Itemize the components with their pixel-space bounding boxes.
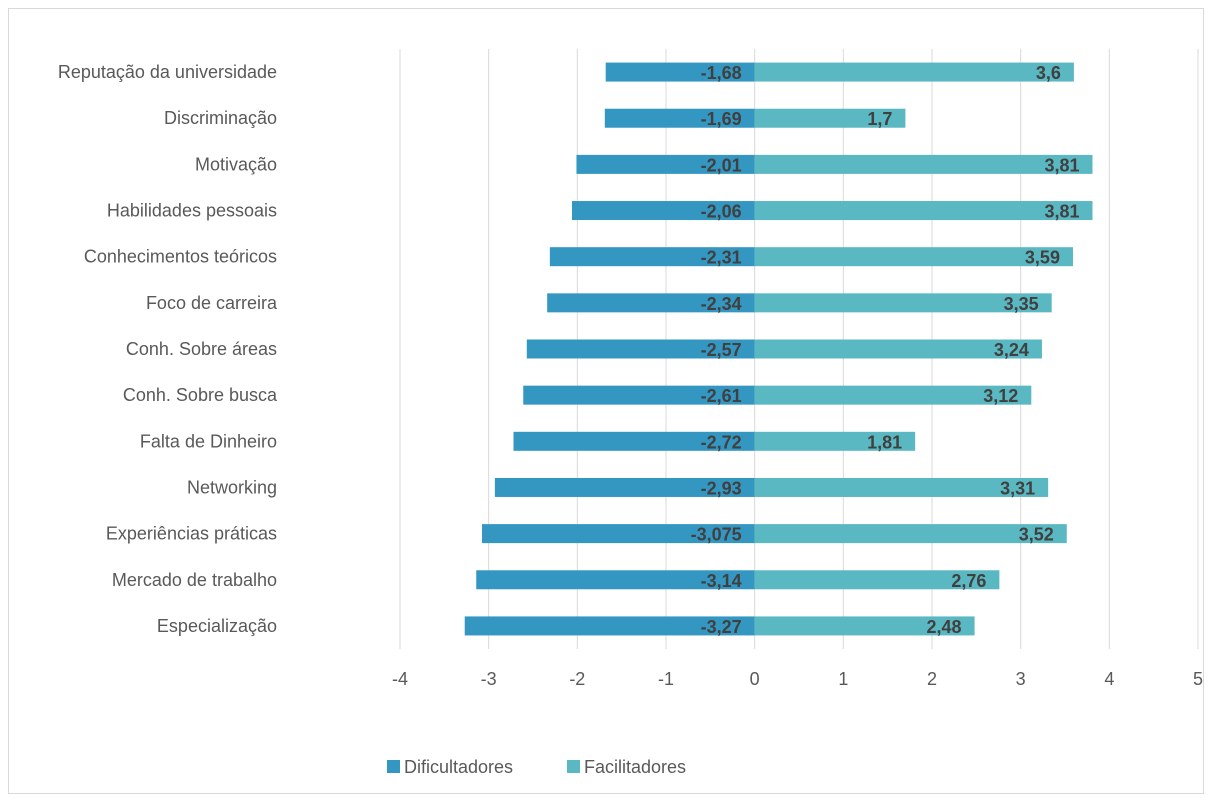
bar-facilitadores (754, 293, 1052, 313)
bar-facilitadores (754, 431, 916, 451)
data-label-dificultadores: -2,06 (701, 202, 742, 222)
data-label-facilitadores: 3,81 (1044, 202, 1079, 222)
data-label-dificultadores: -2,93 (701, 478, 742, 498)
x-tick-label: 4 (1104, 669, 1114, 689)
bars (464, 62, 1093, 636)
bar-dificultadores (476, 570, 755, 590)
bar-dificultadores (494, 477, 755, 497)
bar-facilitadores (754, 339, 1042, 359)
data-label-facilitadores: 3,12 (983, 386, 1018, 406)
data-label-facilitadores: 3,31 (1000, 478, 1035, 498)
bar-facilitadores (754, 385, 1032, 405)
category-labels: Reputação da universidade Discriminação Mo… (58, 62, 278, 636)
bar-dificultadores (576, 154, 755, 174)
bar-dificultadores (482, 524, 755, 544)
data-label-facilitadores: 3,6 (1036, 63, 1061, 83)
legend-swatch-dificultadores (387, 760, 400, 773)
category-label: Discriminação (164, 108, 277, 128)
bar-dificultadores (547, 293, 755, 313)
category-label: Conh. Sobre áreas (126, 339, 277, 359)
bar-facilitadores (754, 154, 1093, 174)
x-tick-label: 5 (1193, 669, 1203, 689)
category-label: Conh. Sobre busca (123, 385, 278, 405)
data-label-facilitadores: 2,76 (951, 571, 986, 591)
bar-dificultadores (549, 247, 755, 267)
data-label-dificultadores: -2,34 (701, 294, 742, 314)
legend-swatch-facilitadores (567, 760, 580, 773)
category-label: Habilidades pessoais (107, 201, 277, 221)
category-label: Especialização (157, 616, 277, 636)
x-tick-label: 3 (1016, 669, 1026, 689)
bar-facilitadores (754, 247, 1073, 267)
bar-dificultadores (464, 616, 755, 636)
data-label-facilitadores: 3,24 (994, 340, 1029, 360)
x-axis-tick-labels: -4 -3 -2 -1 0 1 2 3 4 5 (392, 669, 1203, 689)
category-label: Experiências práticas (106, 524, 277, 544)
category-label: Mercado de trabalho (112, 570, 277, 590)
category-label: Motivação (195, 154, 277, 174)
chart-frame: Reputação da universidade Discriminação Mo… (8, 8, 1204, 794)
bar-facilitadores (754, 477, 1049, 497)
data-label-dificultadores: -2,61 (701, 386, 742, 406)
category-label: Conhecimentos teóricos (84, 247, 277, 267)
data-label-facilitadores: 3,81 (1044, 155, 1079, 175)
bar-dificultadores (526, 339, 755, 359)
category-label: Foco de carreira (146, 293, 278, 313)
x-tick-label: -4 (392, 669, 408, 689)
category-label: Falta de Dinheiro (140, 431, 277, 451)
data-label-dificultadores: -1,68 (701, 63, 742, 83)
data-label-dificultadores: -2,72 (701, 432, 742, 452)
bar-facilitadores (754, 108, 906, 128)
bar-dificultadores (523, 385, 755, 405)
data-label-facilitadores: 3,59 (1025, 248, 1060, 268)
data-label-dificultadores: -2,31 (701, 248, 742, 268)
legend-label-facilitadores: Facilitadores (584, 757, 686, 777)
legend: Dificultadores Facilitadores (387, 757, 686, 777)
data-label-dificultadores: -2,57 (701, 340, 742, 360)
data-label-dificultadores: -1,69 (701, 109, 742, 129)
x-tick-label: 2 (927, 669, 937, 689)
data-label-dificultadores: -3,075 (691, 525, 742, 545)
category-label: Networking (187, 477, 277, 497)
x-tick-label: 0 (750, 669, 760, 689)
bar-chart: Reputação da universidade Discriminação Mo… (58, 49, 1203, 777)
data-label-facilitadores: 1,7 (867, 109, 892, 129)
bar-dificultadores (604, 108, 755, 128)
x-tick-label: -3 (481, 669, 497, 689)
bar-facilitadores (754, 201, 1093, 221)
category-label: Reputação da universidade (58, 62, 277, 82)
legend-label-dificultadores: Dificultadores (404, 757, 513, 777)
x-tick-label: -2 (569, 669, 585, 689)
data-label-dificultadores: -3,14 (701, 571, 742, 591)
bar-dificultadores (605, 62, 755, 82)
data-labels: -1,68 3,6 -1,69 1,7 -2,01 3,81 -2,06 3,81 -2,31 3… (691, 63, 1080, 637)
bar-facilitadores (754, 616, 975, 636)
bar-dificultadores (572, 201, 755, 221)
x-tick-label: -1 (658, 669, 674, 689)
data-label-facilitadores: 3,35 (1004, 294, 1039, 314)
data-label-dificultadores: -3,27 (701, 617, 742, 637)
data-label-dificultadores: -2,01 (701, 155, 742, 175)
data-label-facilitadores: 1,81 (867, 432, 902, 452)
data-label-facilitadores: 3,52 (1019, 525, 1054, 545)
bar-facilitadores (754, 62, 1074, 82)
x-tick-label: 1 (838, 669, 848, 689)
bar-facilitadores (754, 524, 1067, 544)
data-label-facilitadores: 2,48 (927, 617, 962, 637)
bar-dificultadores (513, 431, 755, 451)
bar-facilitadores (754, 570, 1000, 590)
